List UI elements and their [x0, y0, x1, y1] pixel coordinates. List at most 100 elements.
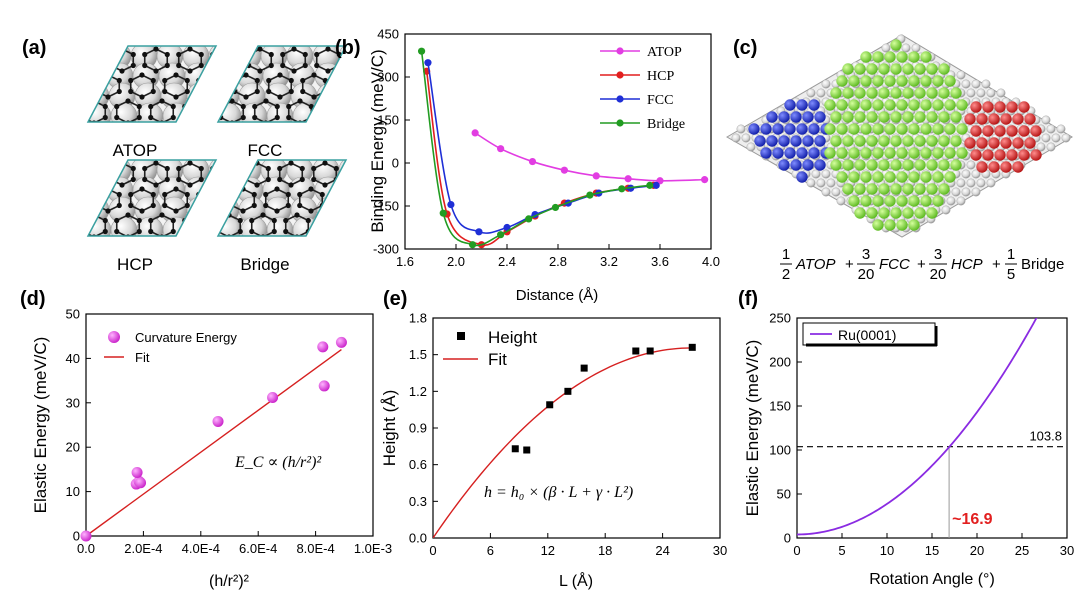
fcc-region-atom — [854, 159, 866, 171]
carbon-atom — [240, 103, 246, 110]
carbon-atom — [348, 63, 353, 68]
carbon-ring — [211, 162, 216, 186]
unit-cell-outline — [86, 45, 218, 123]
data-point-fcc — [503, 223, 511, 232]
y-axis-title: Height (Å) — [380, 390, 399, 467]
carbon-atom — [342, 114, 346, 121]
hcp-region-atom — [982, 149, 994, 161]
carbon-atom — [283, 228, 289, 235]
carbon-atom — [252, 103, 258, 110]
data-point — [511, 445, 519, 453]
data-point-atop — [560, 166, 568, 174]
carbon-atom — [274, 103, 280, 110]
fcc-region-atom — [860, 75, 872, 87]
carbon-atom — [233, 52, 238, 57]
x-tick-label: 2.8 — [549, 254, 567, 269]
carbon-atom — [170, 103, 176, 110]
carbon-atom — [207, 115, 212, 120]
substrate-atom — [961, 187, 971, 197]
atop-region-atom — [778, 135, 790, 147]
carbon-atom — [139, 72, 145, 78]
carbon-atom — [187, 68, 193, 74]
substrate-atom — [996, 88, 1006, 98]
carbon-atom — [297, 191, 303, 198]
composition-formula: 1 2 ATOP + 3 20 FCC + 3 20 HCP + 1 5 Bri… — [780, 246, 1064, 283]
substrate-atom — [266, 216, 294, 236]
substrate-atom — [806, 88, 816, 98]
fcc-region-atom — [872, 171, 884, 183]
carbon-atom — [219, 203, 224, 208]
carbon-atom — [193, 98, 199, 104]
substrate-atom — [1046, 124, 1056, 134]
fcc-region-atom — [842, 159, 854, 171]
carbon-atom — [139, 94, 145, 100]
carbon-atom — [176, 176, 182, 183]
formula-name-3: HCP — [951, 256, 983, 273]
fcc-region-atom — [896, 219, 908, 231]
carbon-atom — [102, 217, 108, 224]
data-point — [688, 343, 696, 351]
fcc-region-atom — [932, 171, 944, 183]
carbon-atom — [243, 94, 249, 100]
fcc-region-atom — [842, 87, 854, 99]
carbon-ring — [197, 188, 216, 212]
carbon-atom — [260, 234, 266, 236]
fcc-region-atom — [896, 75, 908, 87]
fcc-region-atom — [926, 183, 938, 195]
carbon-atom — [170, 114, 176, 121]
carbon-atom — [153, 182, 159, 188]
carbon-atom — [119, 46, 125, 52]
carbon-atom — [60, 192, 65, 197]
substrate-atom — [316, 82, 344, 110]
carbon-atom — [320, 114, 326, 121]
y-tick-label: 250 — [769, 311, 791, 326]
y-tick-label: 100 — [769, 443, 791, 458]
substrate-atom — [971, 187, 981, 197]
fcc-region-atom — [956, 123, 968, 135]
carbon-atom — [187, 182, 193, 188]
y-tick-label: -150 — [373, 199, 399, 214]
atop-region-atom — [790, 159, 802, 171]
substrate-atom — [88, 46, 106, 70]
substrate-atom — [338, 160, 346, 184]
fcc-region-atom — [848, 171, 860, 183]
substrate-atom — [162, 102, 190, 122]
data-point-atop — [624, 175, 632, 183]
carbon-atom — [263, 98, 269, 104]
data-point-bridge — [646, 181, 654, 189]
carbon-atom — [195, 120, 200, 125]
carbon-atom — [136, 103, 142, 110]
fcc-region-atom — [890, 39, 902, 51]
panel-a: (a) ATOP FCC HCP Bridge — [22, 37, 353, 274]
hcp-region-atom — [964, 137, 976, 149]
site-label-hcp: HCP — [117, 255, 153, 274]
data-point-bridge — [417, 47, 426, 55]
carbon-atom — [334, 88, 340, 95]
carbon-atom — [198, 51, 204, 58]
substrate-atom — [208, 46, 216, 70]
fcc-region-atom — [902, 111, 914, 123]
carbon-atom — [119, 68, 125, 74]
fcc-region-atom — [938, 135, 950, 147]
carbon-ring — [197, 74, 216, 98]
hcp-region-atom — [1030, 149, 1042, 161]
fcc-region-atom — [830, 111, 842, 123]
carbon-atom — [148, 103, 154, 110]
carbon-atom — [207, 186, 213, 192]
hcp-region-atom — [1006, 149, 1018, 161]
atop-region-atom — [802, 135, 814, 147]
carbon-atom — [69, 115, 74, 120]
panel-f: (f) 0 5 10 15 20 25 30 0 50 100 150 200 250 103.8 ~16… — [738, 288, 1074, 588]
data-point — [80, 530, 92, 542]
substrate-atom — [188, 216, 216, 236]
atop-region-atom — [790, 135, 802, 147]
fcc-region-atom — [914, 159, 926, 171]
y-axis-title: Binding Energy (meV/C) — [368, 49, 387, 232]
carbon-atom — [342, 186, 346, 192]
atop-region-atom — [808, 99, 820, 111]
substrate-atom — [746, 142, 756, 152]
carbon-atom — [325, 46, 331, 52]
carbon-atom — [220, 160, 226, 166]
x-tick-label: 15 — [925, 543, 939, 558]
unit-cell-outline — [216, 45, 348, 123]
